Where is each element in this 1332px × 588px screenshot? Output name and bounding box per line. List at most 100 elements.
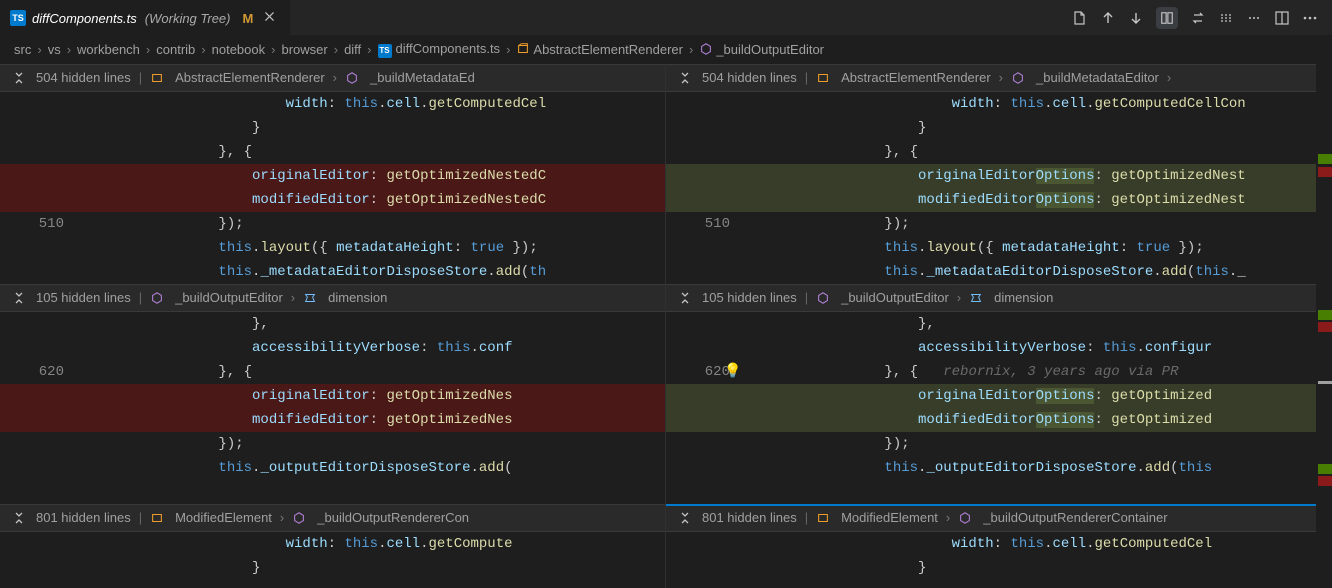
fold-header-3-right[interactable]: 801 hidden lines | ModifiedElement › _bu… [666, 504, 1332, 532]
lightbulb-icon[interactable]: 💡 [724, 360, 741, 384]
code-line: }, [666, 312, 1332, 336]
fold-header-1[interactable]: 504 hidden lines | AbstractElementRender… [0, 64, 665, 92]
class-icon [816, 511, 830, 525]
code-line: this.layout({ metadataHeight: true }); [0, 236, 665, 260]
fold-symbol-class: ModifiedElement [175, 506, 272, 530]
fold-header-2-right[interactable]: 105 hidden lines | _buildOutputEditor › … [666, 284, 1332, 312]
fold-symbol-class: AbstractElementRenderer [175, 66, 325, 90]
overview-marker-added [1318, 464, 1332, 474]
git-modified-badge: M [243, 11, 254, 26]
crumb-notebook[interactable]: notebook [212, 42, 266, 57]
swap-icon[interactable] [1190, 10, 1206, 26]
fold-symbol-method: _buildOutputEditor [175, 286, 283, 310]
code-line: accessibilityVerbose: this.conf [0, 336, 665, 360]
field-icon [969, 291, 983, 305]
fold-hidden-count: 801 hidden lines [702, 506, 797, 530]
crumb-browser[interactable]: browser [281, 42, 327, 57]
overview-marker-added [1318, 154, 1332, 164]
collapse-unchanged-icon[interactable] [1218, 10, 1234, 26]
more-icon[interactable] [1302, 10, 1318, 26]
code-line: this.layout({ metadataHeight: true }); [666, 236, 1332, 260]
fold-symbol-field: dimension [994, 286, 1053, 310]
crumb-file[interactable]: TSdiffComponents.ts [378, 41, 501, 58]
fold-symbol-method: _buildOutputRendererContainer [983, 506, 1167, 530]
line-number: 510 [0, 212, 64, 236]
crumb-workbench[interactable]: workbench [77, 42, 140, 57]
code-line: 620 }, { [0, 360, 665, 384]
overview-marker-removed [1318, 167, 1332, 177]
code-line: accessibilityVerbose: this.configur [666, 336, 1332, 360]
fold-hidden-count: 504 hidden lines [36, 66, 131, 90]
cursor-line-highlight [666, 504, 1316, 506]
code-line: width: this.cell.getComputedCel [666, 532, 1332, 556]
method-icon [150, 291, 164, 305]
line-number: 510 [666, 212, 730, 236]
diff-mode-icon[interactable] [1156, 7, 1178, 29]
code-line-removed: originalEditor: getOptimizedNes [0, 384, 665, 408]
fold-symbol-field: dimension [328, 286, 387, 310]
editor-toolbar [1072, 7, 1332, 29]
code-line: }); [0, 432, 665, 456]
tab-file-name: diffComponents.ts [32, 11, 137, 26]
original-pane[interactable]: 504 hidden lines | AbstractElementRender… [0, 64, 666, 588]
method-icon [958, 511, 972, 525]
code-line: } [0, 116, 665, 140]
arrow-down-icon[interactable] [1128, 10, 1144, 26]
code-line: }, [0, 312, 665, 336]
editor-tab[interactable]: TS diffComponents.ts (Working Tree) M [0, 0, 290, 35]
modified-pane[interactable]: 504 hidden lines | AbstractElementRender… [666, 64, 1332, 588]
code-line-added: originalEditorOptions: getOptimizedNest [666, 164, 1332, 188]
code-line: width: this.cell.getComputedCel [0, 92, 665, 116]
crumb-diff[interactable]: diff [344, 42, 361, 57]
unfold-icon[interactable] [676, 289, 694, 307]
unfold-icon[interactable] [10, 289, 28, 307]
method-icon [292, 511, 306, 525]
close-icon[interactable] [259, 10, 280, 26]
overview-cursor [1318, 381, 1332, 384]
class-icon [816, 71, 830, 85]
fold-hidden-count: 105 hidden lines [36, 286, 131, 310]
split-editor-icon[interactable] [1274, 10, 1290, 26]
method-icon [816, 291, 830, 305]
fold-symbol-class: ModifiedElement [841, 506, 938, 530]
crumb-class-label: AbstractElementRenderer [533, 42, 683, 57]
overview-ruler[interactable] [1316, 64, 1332, 588]
crumb-method[interactable]: _buildOutputEditor [699, 42, 824, 57]
unfold-icon[interactable] [10, 69, 28, 87]
fold-hidden-count: 801 hidden lines [36, 506, 131, 530]
crumb-vs[interactable]: vs [48, 42, 61, 57]
method-icon [1011, 71, 1025, 85]
spacer [666, 480, 1332, 504]
fold-symbol-class: AbstractElementRenderer [841, 66, 991, 90]
crumb-class[interactable]: AbstractElementRenderer [516, 42, 683, 57]
field-icon [303, 291, 317, 305]
unfold-icon[interactable] [676, 509, 694, 527]
code-line: } [0, 556, 665, 580]
code-line-added: originalEditorOptions: getOptimized [666, 384, 1332, 408]
method-icon [345, 71, 359, 85]
class-icon [150, 511, 164, 525]
overview-marker-removed [1318, 476, 1332, 486]
goto-file-icon[interactable] [1072, 10, 1088, 26]
crumb-contrib[interactable]: contrib [156, 42, 195, 57]
arrow-up-icon[interactable] [1100, 10, 1116, 26]
overview-marker-added [1318, 310, 1332, 320]
line-number: 620 [0, 360, 64, 384]
code-line: }); [666, 432, 1332, 456]
code-line: this._outputEditorDisposeStore.add( [0, 456, 665, 480]
fold-header-3[interactable]: 801 hidden lines | ModifiedElement › _bu… [0, 504, 665, 532]
fold-symbol-method: _buildMetadataEditor [1036, 66, 1159, 90]
crumb-file-label: diffComponents.ts [396, 41, 501, 56]
breadcrumbs[interactable]: src› vs› workbench› contrib› notebook› b… [0, 36, 1332, 64]
fold-hidden-count: 504 hidden lines [702, 66, 797, 90]
fold-header-1-right[interactable]: 504 hidden lines | AbstractElementRender… [666, 64, 1332, 92]
fold-header-2[interactable]: 105 hidden lines | _buildOutputEditor › … [0, 284, 665, 312]
unfold-icon[interactable] [676, 69, 694, 87]
crumb-src[interactable]: src [14, 42, 31, 57]
unfold-icon[interactable] [10, 509, 28, 527]
overview-marker-removed [1318, 322, 1332, 332]
method-icon [699, 42, 713, 56]
code-line: width: this.cell.getCompute [0, 532, 665, 556]
whitespace-icon[interactable] [1246, 10, 1262, 26]
line-number: 620 [666, 360, 730, 384]
